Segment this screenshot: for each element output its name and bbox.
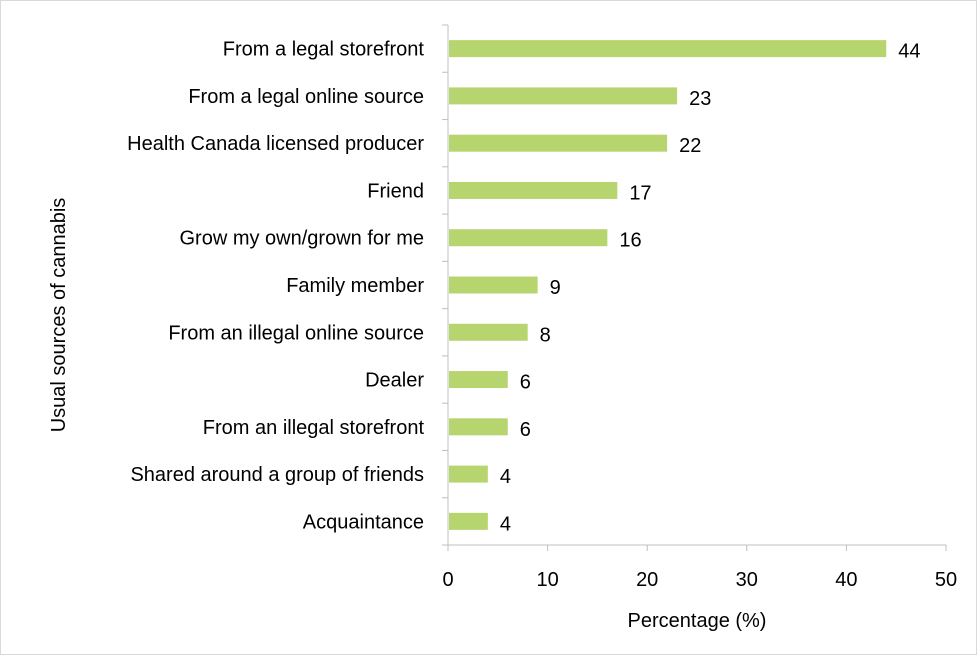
chart-axes: [447, 25, 946, 546]
bar: [449, 181, 618, 199]
data-label: 23: [689, 88, 711, 110]
data-label: 6: [520, 419, 531, 441]
data-label: 8: [540, 324, 551, 346]
category-label: Acquaintance: [303, 511, 424, 533]
data-label: 22: [679, 135, 701, 157]
x-tick-label: 0: [442, 569, 453, 591]
bar: [449, 134, 668, 152]
bar: [449, 512, 488, 530]
x-axis-title: Percentage (%): [628, 610, 767, 632]
category-label: From a legal online source: [188, 86, 424, 108]
data-label: 16: [619, 230, 641, 252]
bars: [449, 40, 887, 530]
data-label: 4: [500, 466, 511, 488]
x-ticks: 0 10 20 30 40 50: [442, 24, 957, 591]
bar: [449, 418, 508, 436]
bar: [449, 371, 508, 389]
category-label: From an illegal storefront: [203, 417, 425, 439]
bar: [449, 40, 887, 58]
data-label: 17: [629, 182, 651, 204]
x-tick-label: 10: [536, 569, 558, 591]
x-tick-label: 50: [935, 569, 957, 591]
x-tick-label: 40: [835, 569, 857, 591]
category-label: Shared around a group of friends: [130, 464, 424, 486]
bar: [449, 276, 538, 294]
data-label: 44: [898, 41, 920, 63]
category-label: From a legal storefront: [223, 39, 425, 61]
category-labels: From a legal storefront From a legal onli…: [127, 39, 424, 534]
data-label: 9: [550, 277, 561, 299]
category-label: Dealer: [365, 370, 424, 392]
bar: [449, 323, 528, 341]
x-tick-label: 20: [636, 569, 658, 591]
category-label: Health Canada licensed producer: [127, 133, 424, 155]
bar: [449, 229, 608, 247]
bar: [449, 465, 488, 483]
category-label: Friend: [367, 180, 424, 202]
data-label: 6: [520, 372, 531, 394]
category-label: Grow my own/grown for me: [179, 228, 424, 250]
data-label: 4: [500, 513, 511, 535]
x-tick-label: 30: [736, 569, 758, 591]
bar: [449, 87, 678, 105]
y-axis-title: Usual sources of cannabis: [48, 198, 70, 433]
category-label: Family member: [286, 275, 424, 297]
category-label: From an illegal online source: [168, 322, 424, 344]
